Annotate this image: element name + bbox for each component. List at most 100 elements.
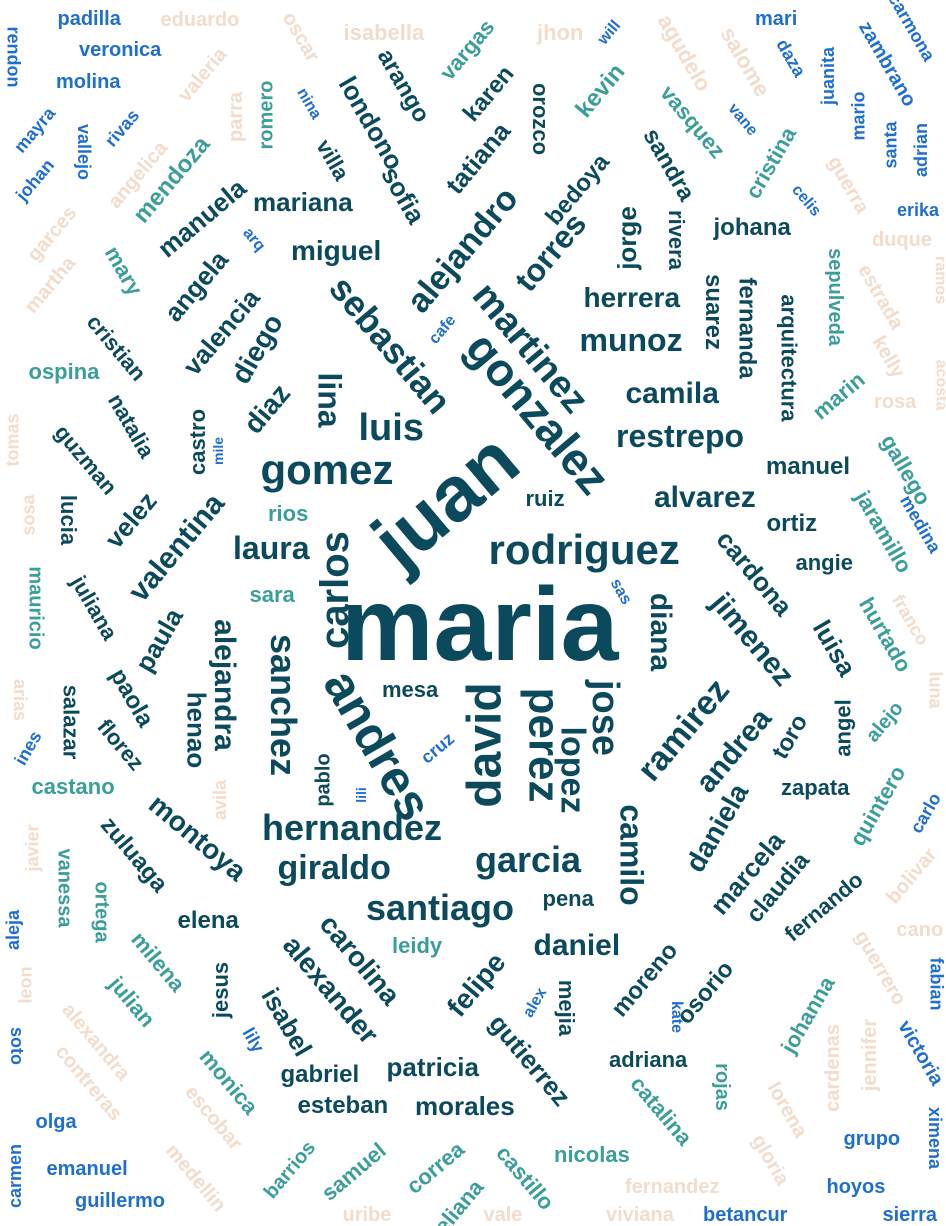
word-rosa: rosa [874, 391, 917, 413]
word-mary: mary [99, 241, 148, 300]
word-vallejo: vallejo [74, 123, 95, 181]
word-padilla: padilla [57, 8, 121, 30]
word-maria: maria [341, 567, 619, 683]
word-martha: martha [19, 252, 80, 318]
word-david: david [458, 682, 512, 808]
word-restrepo: restrepo [616, 418, 745, 454]
word-karen: karen [457, 60, 520, 127]
word-juliana: juliana [66, 571, 123, 645]
word-zapata: zapata [781, 775, 850, 800]
word-soto: soto [7, 1027, 27, 1065]
word-ortiz: ortiz [766, 510, 818, 537]
word-emanuel: emanuel [46, 1158, 128, 1180]
word-daniel: daniel [533, 929, 621, 962]
word-rojas: rojas [710, 1063, 733, 1111]
word-alvarez: alvarez [654, 481, 756, 514]
word-aleja: aleja [3, 909, 24, 951]
word-arias: arias [10, 678, 31, 722]
word-garcia: garcia [475, 839, 582, 880]
word-alejandra: alejandra [207, 619, 241, 751]
word-avila: avila [210, 779, 231, 821]
word-milena: milena [126, 926, 191, 997]
word-ximena: ximena [925, 1106, 946, 1170]
word-lucia: lucia [56, 494, 82, 546]
word-juanita: juanita [818, 46, 839, 106]
word-will: will [594, 17, 625, 49]
word-salazar: salazar [57, 684, 83, 760]
word-alejo: alejo [861, 697, 908, 747]
word-velez: velez [98, 485, 163, 555]
word-mari: mari [755, 8, 798, 30]
word-toro: toro [766, 709, 813, 764]
word-rivas: rivas [100, 105, 144, 151]
word-romero: romero [254, 80, 277, 150]
word-catalina: catalina [625, 1071, 698, 1151]
word-rivera: rivera [663, 210, 689, 270]
word-gloria: gloria [747, 1130, 794, 1190]
word-cano: cano [896, 919, 944, 941]
word-grupo: grupo [843, 1128, 901, 1150]
word-cafe: cafe [425, 311, 460, 348]
word-lily: lily [238, 1024, 268, 1056]
word-valeria: valeria [173, 43, 231, 107]
word-diana: diana [644, 592, 678, 672]
word-molina: molina [56, 71, 121, 93]
word-angie: angie [795, 550, 853, 575]
word-viviana: viviana [606, 1204, 674, 1226]
word-ospina: ospina [28, 359, 100, 384]
word-esteban: esteban [297, 1092, 389, 1119]
word-gomez: gomez [260, 446, 394, 493]
word-arquitectura: arquitectura [776, 294, 802, 422]
word-duque: duque [872, 229, 932, 251]
word-rendon: rendon [3, 26, 23, 88]
word-santa: santa [880, 121, 901, 169]
word-cardenas: cardenas [821, 1024, 844, 1112]
word-agudelo: agudelo [652, 9, 717, 96]
word-kevin: kevin [569, 58, 630, 123]
word-villa: villa [310, 134, 354, 185]
word-henao: henao [180, 691, 211, 769]
word-isabel: isabel [255, 982, 319, 1062]
word-carlos: carlos [312, 531, 357, 649]
word-adrian: adrian [911, 122, 932, 178]
word-jorge: jorge [611, 206, 642, 270]
word-hernandez: hernandez [262, 807, 443, 848]
word-giraldo: giraldo [277, 849, 391, 887]
word-natalia: natalia [103, 389, 160, 463]
word-cruz: cruz [416, 728, 458, 768]
word-camilo: camilo [613, 804, 650, 906]
word-eliana: eliana [429, 1174, 489, 1226]
word-salome: salome [715, 22, 776, 101]
word-felipe: felipe [440, 946, 512, 1023]
word-olga: olga [35, 1111, 77, 1133]
word-adriana: adriana [609, 1047, 688, 1072]
word-bolivar: bolivar [882, 843, 942, 909]
word-jesus: jesus [208, 961, 234, 1019]
word-fabian: fabian [926, 957, 946, 1011]
word-samuel: samuel [316, 1137, 391, 1206]
word-castro: castro [185, 408, 211, 476]
word-jennifer: jennifer [859, 1018, 882, 1092]
word-eduardo: eduardo [160, 9, 240, 31]
word-lina: lina [311, 372, 348, 428]
word-vale: vale [483, 1204, 523, 1226]
word-vane: vane [724, 100, 761, 140]
word-victoria: victoria [892, 1016, 946, 1090]
word-sara: sara [249, 582, 295, 607]
word-celis: celis [788, 181, 825, 220]
word-vanessa: vanessa [52, 848, 75, 928]
word-leon: leon [15, 966, 36, 1004]
word-orozco: orozco [528, 82, 554, 156]
word-suarez: suarez [700, 273, 728, 351]
word-nina: nina [292, 85, 324, 123]
word-mesa: mesa [382, 677, 439, 702]
word-sierra: sierra [882, 1204, 938, 1226]
word-gabriel: gabriel [280, 1061, 360, 1088]
word-rios: rios [268, 501, 309, 526]
word-castano: castano [31, 774, 115, 799]
word-luna: luna [925, 671, 946, 709]
word-hoyos: hoyos [826, 1176, 886, 1198]
word-betancur: betancur [703, 1204, 788, 1226]
word-miguel: miguel [291, 235, 382, 266]
word-rodriguez: rodriguez [488, 526, 680, 573]
